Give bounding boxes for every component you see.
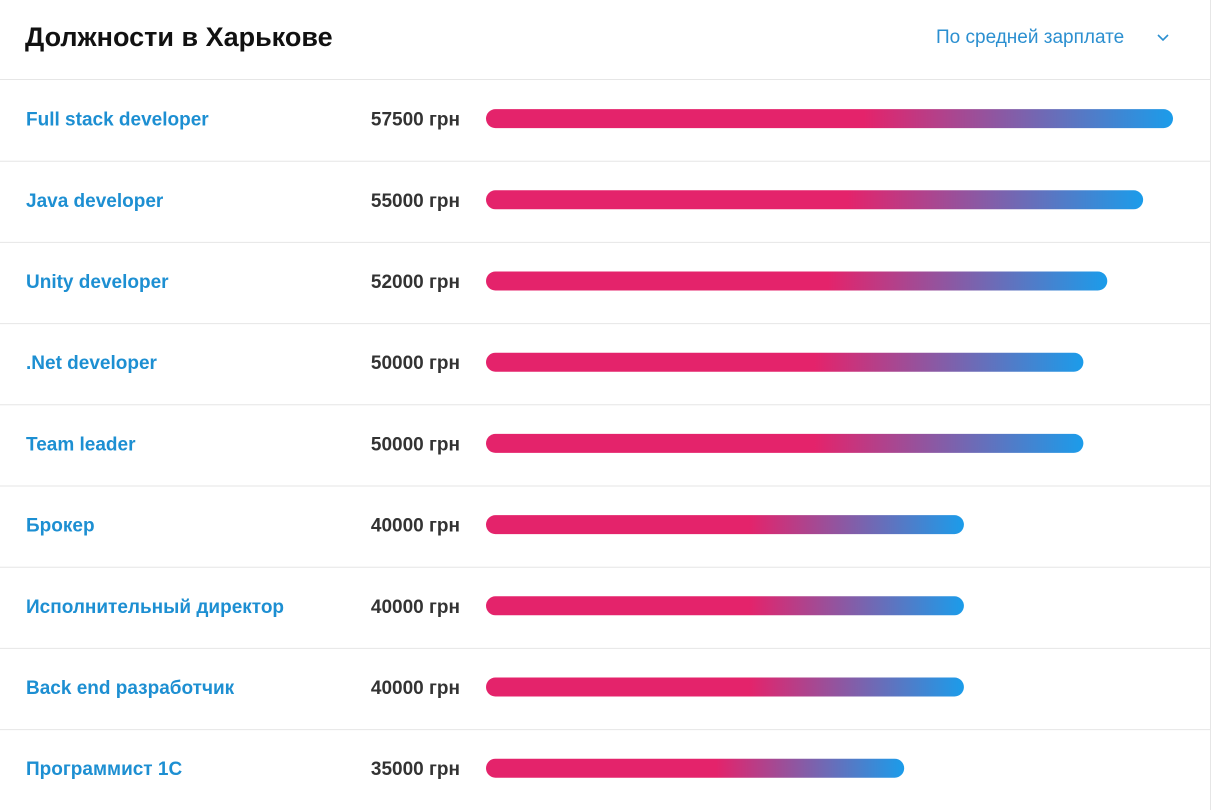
position-link[interactable]: Исполнительный директор (26, 597, 284, 618)
position-link[interactable]: Back end разработчик (26, 678, 235, 699)
salary-bar (486, 596, 964, 616)
position-link[interactable]: Unity developer (26, 272, 169, 293)
salary-bar (486, 758, 905, 778)
position-link[interactable]: Брокер (26, 516, 95, 537)
salary-label: 55000 грн (371, 191, 460, 212)
salary-bar (486, 271, 1108, 291)
salary-label: 35000 грн (371, 759, 460, 780)
salary-label: 40000 грн (371, 678, 460, 699)
salary-label: 50000 грн (371, 353, 460, 374)
salary-label: 40000 грн (371, 597, 460, 618)
position-link[interactable]: .Net developer (26, 353, 158, 374)
position-link[interactable]: Full stack developer (26, 110, 209, 131)
salary-bar (486, 109, 1173, 129)
salary-bar (486, 677, 964, 697)
salary-bar (486, 515, 964, 535)
salary-label: 40000 грн (371, 516, 460, 537)
salary-bar (486, 352, 1084, 372)
sort-selector[interactable]: По средней зарплате (936, 27, 1124, 48)
salary-bar (486, 190, 1144, 210)
salary-label: 57500 грн (371, 110, 460, 131)
position-link[interactable]: Team leader (26, 434, 136, 455)
salary-bar (486, 433, 1084, 453)
position-link[interactable]: Программист 1С (26, 759, 182, 780)
position-link[interactable]: Java developer (26, 191, 164, 212)
salary-label: 50000 грн (371, 434, 460, 455)
page-title: Должности в Харькове (25, 22, 333, 52)
salary-label: 52000 грн (371, 272, 460, 293)
chevron[interactable] (1157, 34, 1169, 42)
